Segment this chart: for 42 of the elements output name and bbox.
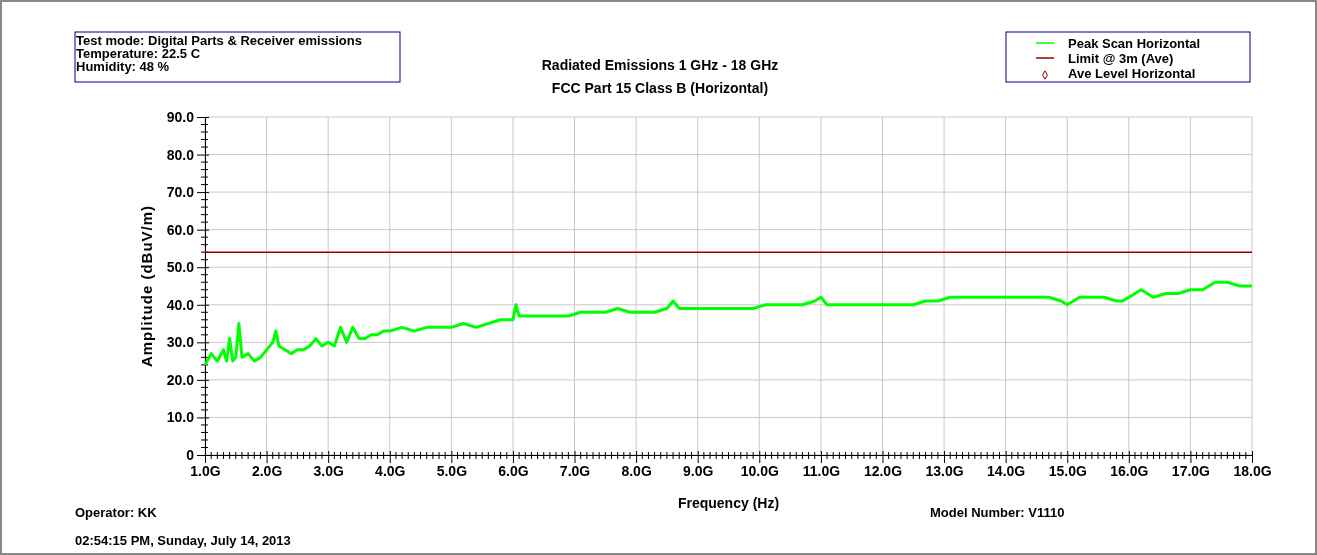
x-tick-label: 10.0G xyxy=(740,462,779,479)
x-tick-label: 13.0G xyxy=(925,462,964,479)
y-axis-title: Amplitude (dBuV/m) xyxy=(138,204,155,368)
text: Temperature: 22.5 C xyxy=(76,46,201,61)
x-tick-label: 18.0G xyxy=(1233,462,1272,479)
x-tick-label: 8.0G xyxy=(621,462,652,479)
x-tick-label: 14.0G xyxy=(987,462,1026,479)
legend-label: Limit @ 3m (Ave) xyxy=(1068,51,1174,66)
x-tick-label: 6.0G xyxy=(498,462,529,479)
x-tick-label: 1.0G xyxy=(190,462,221,479)
legend-label: Peak Scan Horizontal xyxy=(1068,36,1201,51)
y-tick-label: 70.0 xyxy=(166,184,195,201)
y-tick-label: 40.0 xyxy=(166,296,195,313)
chart-subtitle: FCC Part 15 Class B (Horizontal) xyxy=(551,80,769,96)
x-tick-label: 15.0G xyxy=(1048,462,1087,479)
y-tick-label: 50.0 xyxy=(166,259,195,276)
x-axis-title: Frequency (Hz) xyxy=(677,495,780,511)
x-tick-label: 16.0G xyxy=(1110,462,1149,479)
x-tick-label: 17.0G xyxy=(1171,462,1211,479)
text: Humidity: 48 % xyxy=(76,59,170,74)
y-tick-label: 80.0 xyxy=(166,146,195,163)
line-series xyxy=(203,280,1254,367)
text: 02:54:15 PM, Sunday, July 14, 2013 xyxy=(75,533,291,548)
y-tick-label: 20.0 xyxy=(166,371,195,388)
x-tick-label: 7.0G xyxy=(559,462,591,479)
y-tick-label: 30.0 xyxy=(166,334,195,351)
x-tick-label: 11.0G xyxy=(802,462,841,479)
y-tick-label: 10.0 xyxy=(166,409,195,426)
text: Operator: KK xyxy=(75,505,158,520)
y-tick-label: 60.0 xyxy=(166,221,195,238)
x-tick-label: 4.0G xyxy=(375,462,406,479)
y-tick-label: 90.0 xyxy=(166,108,195,125)
legend-label: Ave Level Horizontal xyxy=(1068,66,1196,81)
text: Test mode: Digital Parts & Receiver emissions xyxy=(76,33,362,48)
text: Model Number: V1110 xyxy=(930,505,1065,520)
x-tick-label: 9.0G xyxy=(683,462,714,479)
y-tick-label: 0 xyxy=(186,446,195,463)
x-tick-label: 12.0G xyxy=(863,462,903,479)
x-tick-label: 5.0G xyxy=(436,462,468,479)
chart-title: Radiated Emissions 1 GHz - 18 GHz xyxy=(541,57,779,73)
x-tick-label: 3.0G xyxy=(313,462,344,479)
x-tick-label: 2.0G xyxy=(251,462,283,479)
